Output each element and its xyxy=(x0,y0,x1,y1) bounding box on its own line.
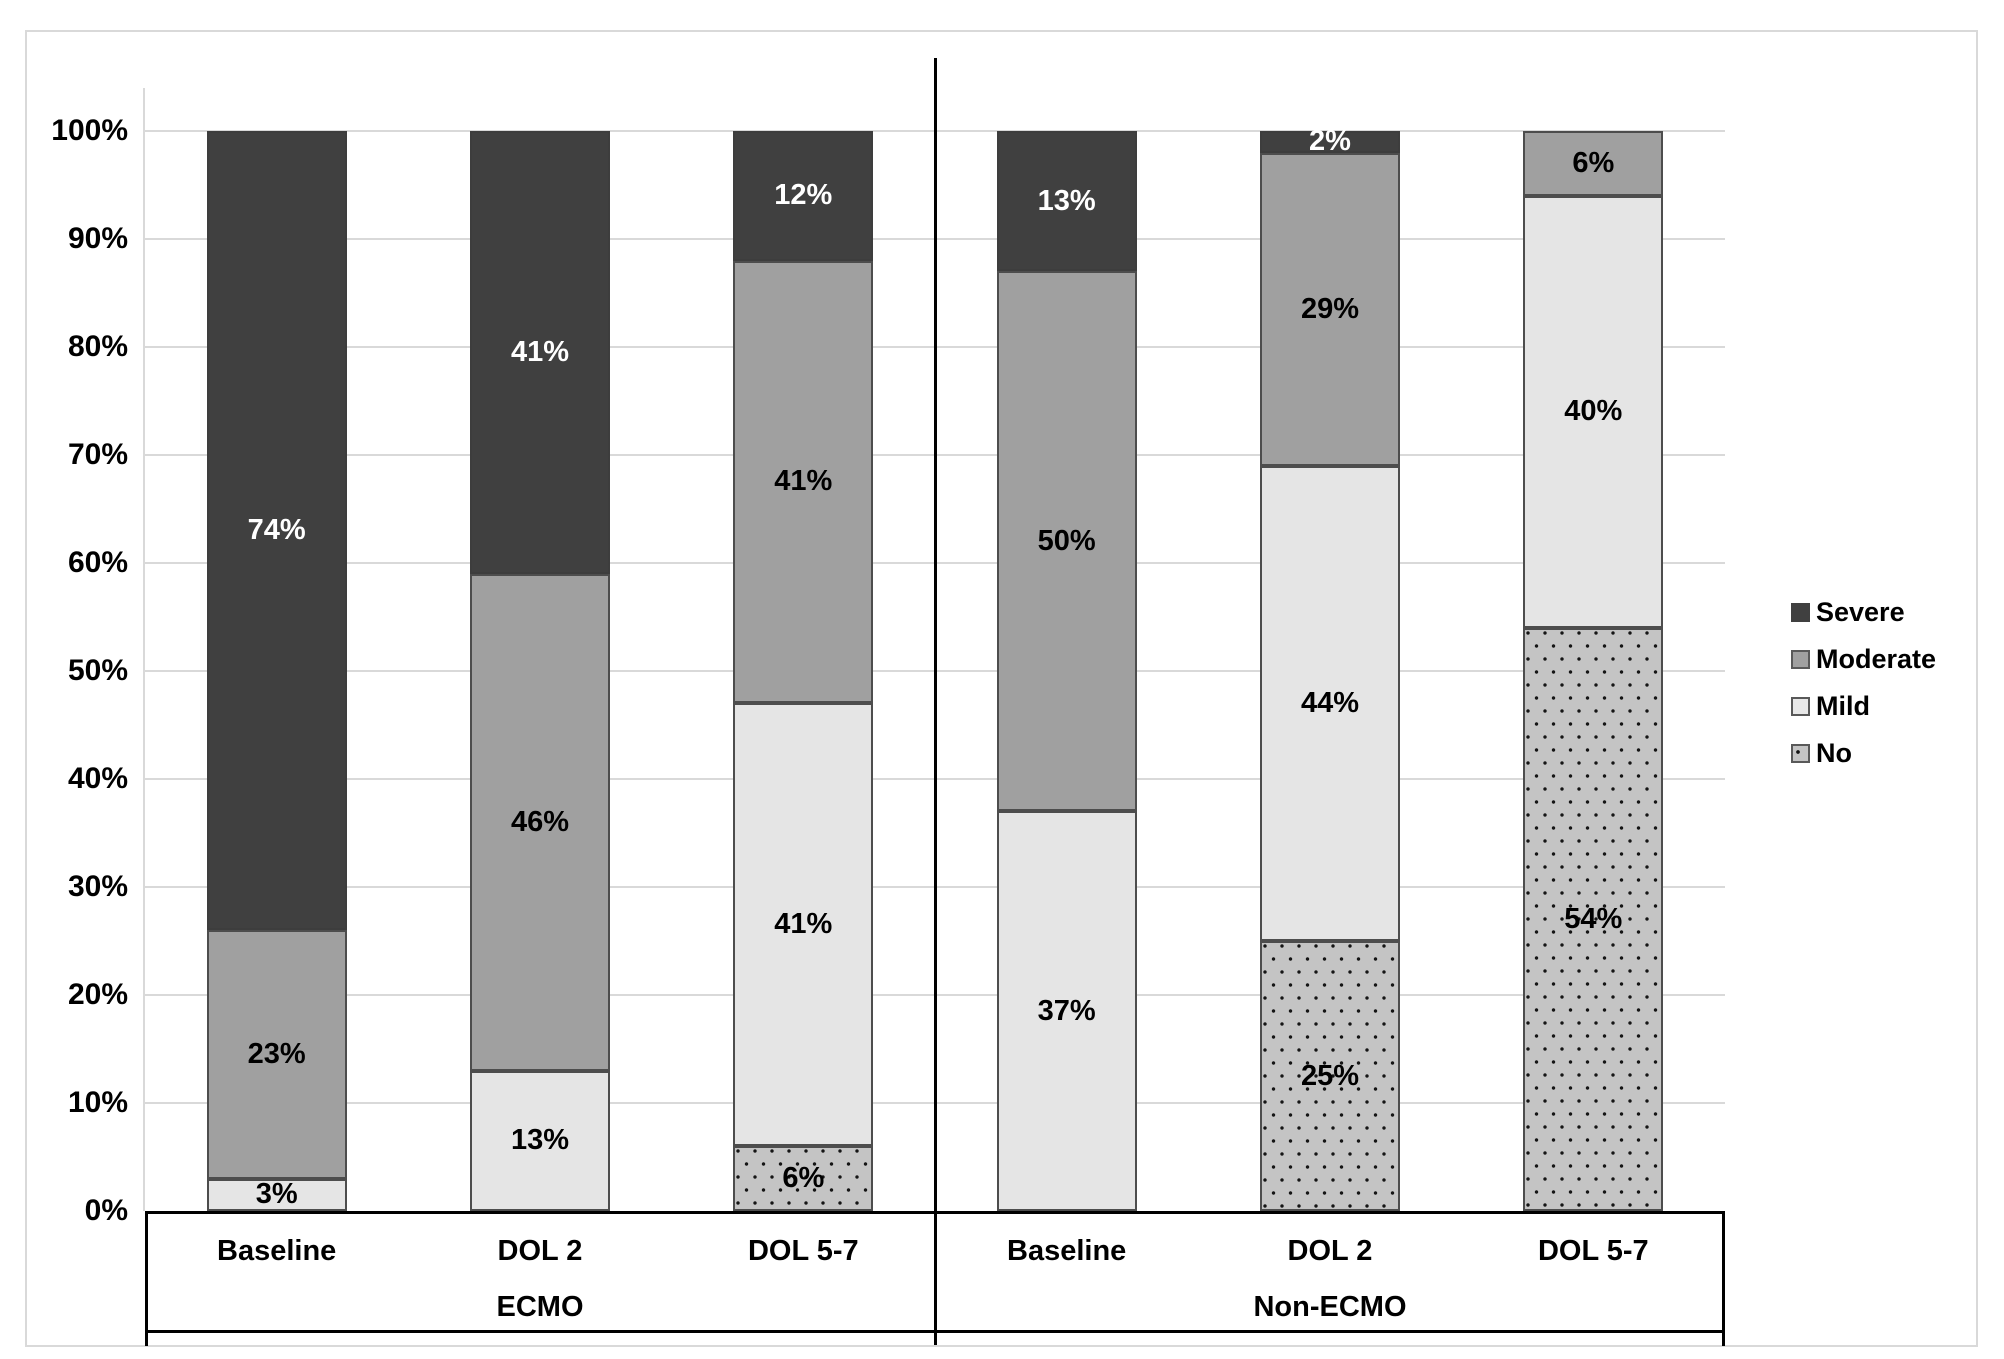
bar-segment-label: 41% xyxy=(510,335,570,368)
bar-segment-label: 54% xyxy=(1564,902,1623,935)
y-axis-tick-label: 80% xyxy=(67,330,128,363)
bar-segment-moderate: 46% xyxy=(470,573,610,1071)
bar-segment-no: 25% xyxy=(1260,941,1400,1211)
bar-segment-mild: 13% xyxy=(470,1070,610,1211)
bar-segment-moderate: 6% xyxy=(1523,131,1664,196)
y-axis-tick-label: 70% xyxy=(67,438,128,471)
category-label-baseline: Baseline xyxy=(1007,1235,1127,1267)
bar-non-ecmo-dol-5-7: 54% 40% 6% xyxy=(1523,131,1664,1211)
legend-item-moderate: Moderate xyxy=(1791,645,1936,673)
legend-label: Severe xyxy=(1816,597,1905,627)
bar-segment-label: 23% xyxy=(247,1037,306,1070)
category-label-dol-5-7: DOL 5-7 xyxy=(1537,1235,1649,1267)
bar-non-ecmo-baseline: 37% 50% 13% xyxy=(996,131,1137,1211)
bar-segment-no: 54% xyxy=(1523,627,1664,1211)
legend-label: No xyxy=(1816,738,1852,768)
bar-segment-severe: 74% xyxy=(206,131,347,931)
legend-marker-severe-icon xyxy=(1791,602,1810,622)
y-axis-tick-label: 100% xyxy=(51,114,128,147)
legend-marker-no-icon xyxy=(1791,743,1810,763)
legend-label: Mild xyxy=(1816,691,1870,721)
category-label-dol-5-7: DOL 5-7 xyxy=(747,1235,859,1267)
bar-segment-label: 13% xyxy=(1037,184,1096,217)
category-label-dol-2: DOL 2 xyxy=(1287,1235,1373,1267)
legend-label: Moderate xyxy=(1816,644,1937,674)
bar-ecmo-dol-2: 13% 46% 41% xyxy=(470,131,610,1211)
axis-end-tick xyxy=(145,1333,148,1346)
legend-item-mild: Mild xyxy=(1791,692,1936,720)
bar-segment-label: 46% xyxy=(510,805,570,838)
legend-marker-mild-icon xyxy=(1791,696,1810,716)
bar-segment-moderate: 41% xyxy=(733,260,874,704)
bar-segment-severe: 13% xyxy=(996,131,1137,272)
bar-segment-moderate: 29% xyxy=(1260,152,1400,466)
bar-segment-label: 50% xyxy=(1037,524,1096,557)
bar-segment-severe: 2% xyxy=(1260,127,1400,156)
bar-ecmo-baseline: 3% 23% 74% xyxy=(206,131,347,1211)
bar-segment-label: 40% xyxy=(1564,395,1623,428)
bar-segment-label: 37% xyxy=(1037,994,1096,1027)
bar-segment-label: 74% xyxy=(247,514,306,547)
bar-segment-label: 6% xyxy=(1572,146,1615,179)
bar-segment-mild: 44% xyxy=(1260,465,1400,941)
bar-segment-label: 41% xyxy=(774,908,833,941)
bar-non-ecmo-dol-2: 25% 44% 29% 2% xyxy=(1260,127,1400,1211)
axis-end-tick xyxy=(1722,1333,1725,1346)
bar-segment-label: 13% xyxy=(510,1124,570,1157)
bar-segment-mild: 40% xyxy=(1523,195,1664,628)
bar-segment-label: 25% xyxy=(1300,1059,1360,1092)
y-axis-tick-label: 0% xyxy=(84,1194,128,1227)
legend-marker-moderate-icon xyxy=(1791,649,1810,669)
category-label-baseline: Baseline xyxy=(217,1235,337,1267)
y-axis-tick-label: 90% xyxy=(67,222,128,255)
bar-segment-label: 29% xyxy=(1300,292,1360,325)
bar-segment-label: 44% xyxy=(1300,686,1360,719)
bar-segment-label: 12% xyxy=(774,179,833,212)
bar-segment-mild: 41% xyxy=(733,703,874,1147)
bar-segment-moderate: 23% xyxy=(206,930,347,1179)
y-axis-tick-label: 30% xyxy=(67,870,128,903)
bar-segment-mild: 3% xyxy=(206,1178,347,1211)
y-axis-tick-label: 10% xyxy=(67,1086,128,1119)
bar-ecmo-dol-5-7: 6% 41% 41% 12% xyxy=(733,131,874,1211)
y-axis-tick-label: 20% xyxy=(67,978,128,1011)
y-axis-tick-label: 50% xyxy=(67,654,128,687)
y-axis-tick-label: 60% xyxy=(67,546,128,579)
bar-segment-severe: 41% xyxy=(470,131,610,574)
bar-segment-label: 41% xyxy=(774,465,833,498)
group-label-ecmo: ECMO xyxy=(496,1291,584,1323)
bar-segment-no: 6% xyxy=(733,1146,874,1211)
bar-segment-label: 2% xyxy=(1309,125,1351,158)
bar-segment-label: 3% xyxy=(255,1178,298,1211)
group-divider-line xyxy=(933,58,937,1345)
bar-segment-severe: 12% xyxy=(733,131,874,261)
bar-segment-label: 6% xyxy=(782,1162,825,1195)
bar-segment-moderate: 50% xyxy=(996,271,1137,812)
category-label-dol-2: DOL 2 xyxy=(497,1235,583,1267)
legend: Severe Moderate Mild No xyxy=(1791,598,1936,786)
legend-item-severe: Severe xyxy=(1791,598,1936,626)
y-axis-line xyxy=(143,88,145,1211)
y-axis-tick-label: 40% xyxy=(67,762,128,795)
legend-item-no: No xyxy=(1791,739,1936,767)
group-label-non-ecmo: Non-ECMO xyxy=(1253,1291,1407,1323)
bar-segment-mild: 37% xyxy=(996,811,1137,1211)
